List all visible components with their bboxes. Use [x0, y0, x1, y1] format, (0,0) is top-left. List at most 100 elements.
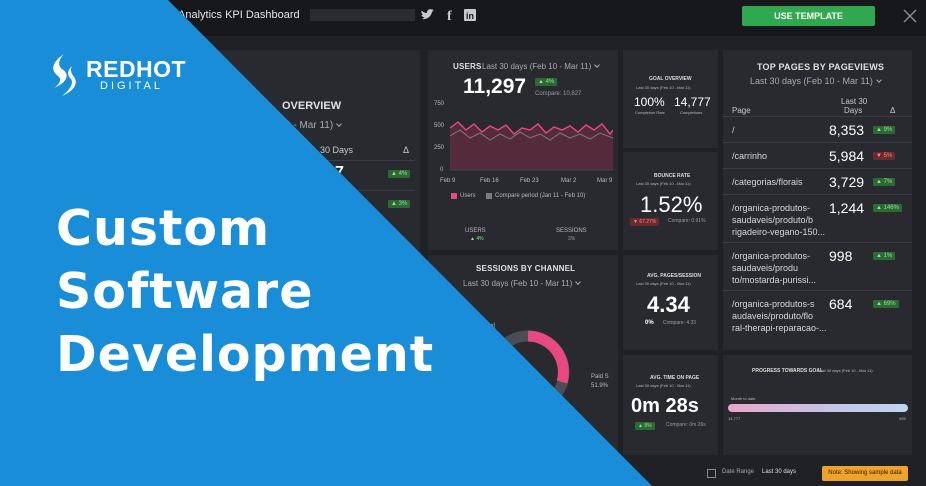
table-row: /organica-produtos-saudaveis/produto/b ri…: [723, 194, 912, 243]
goal-title: GOAL OVERVIEW: [649, 76, 692, 82]
sessions-date: Last 30 days (Feb 10 - Mar 11): [463, 279, 580, 288]
x-tick-label: Mar 9: [597, 178, 613, 184]
svg-text:f: f: [447, 9, 452, 23]
page-value: 998: [829, 248, 853, 264]
top-pages-date: Last 30 days (Feb 10 - Mar 11): [750, 76, 881, 86]
x-tick-label: Feb 23: [520, 178, 539, 184]
users-date: Last 30 days (Feb 10 - Mar 11): [482, 62, 599, 71]
headline-line: Software: [56, 263, 314, 320]
page-value: 3,729: [829, 174, 865, 190]
page-path: /organica-produtos-: [732, 251, 811, 261]
y-tick-label: 750: [434, 101, 445, 107]
page-path: /carrinho: [732, 151, 768, 161]
pages-delta: 0%: [645, 320, 654, 326]
overview-title: OVERVIEW: [282, 100, 342, 112]
bounce-date: Last 30 days (Feb 10 - Mar 11): [636, 181, 691, 186]
calendar-icon: [707, 469, 716, 478]
pages-compare: Compare: 4.33: [663, 320, 697, 326]
overview-delta-header: Δ: [403, 145, 410, 155]
progress-end: 495: [899, 416, 906, 421]
progress-start: 14,777: [728, 416, 741, 421]
sample-note: Note: Showing sample data: [822, 466, 908, 481]
date-range-label: Date Range: [722, 469, 755, 475]
date-range-value: Last 30 days: [762, 469, 797, 475]
headline-line: Custom: [56, 200, 271, 257]
page-delta: ▲ 7%: [873, 178, 896, 186]
top-pages-panel: TOP PAGES BY PAGEVIEWS Last 30 days (Feb…: [723, 50, 912, 350]
page-delta: ▲ 146%: [873, 204, 902, 212]
title-field: [310, 9, 415, 21]
page-path: to/mostarda-purissi...: [732, 275, 817, 285]
bounce-title: BOUNCE RATE: [654, 173, 691, 179]
x-tick-label: Mar 2: [561, 178, 577, 184]
users-delta: ▲ 4%: [535, 78, 558, 86]
page-path: rigadeiro-vegano-150...: [732, 227, 826, 237]
page-value: 1,244: [829, 200, 865, 216]
x-tick-label: Feb 9: [440, 178, 456, 184]
page-value: 5,984: [829, 148, 865, 164]
page-value: 8,353: [829, 122, 865, 138]
page-path: /organica-produtos-s: [732, 299, 815, 309]
users-compare: Compare: 10,827: [535, 91, 582, 97]
overview-date: 0 - Mar 11): [285, 120, 341, 131]
close-button[interactable]: [903, 9, 917, 23]
legend-label: Users: [460, 193, 476, 199]
goal-right-value: 14,777: [674, 95, 711, 109]
goal-left-value: 100%: [634, 95, 665, 109]
page-delta: ▲ 69%: [873, 300, 899, 308]
table-row: /organica-produtos-saudaveis/produ to/mos…: [723, 242, 912, 291]
tab-delta: 3%: [568, 236, 576, 242]
goal-progress-title: PROGRESS TOWARDS GOAL: [752, 368, 824, 374]
users-title: USERS: [453, 62, 482, 71]
table-row: /categorias/florais 3,729 ▲ 7%: [723, 168, 912, 195]
donut-share: 51.9%: [591, 383, 609, 389]
headline-line: Development: [56, 326, 435, 383]
goal-right-label: Completions: [680, 110, 703, 115]
x-tick-label: Feb 16: [480, 178, 499, 184]
legend-label: Compare period (Jan 11 - Feb 10): [495, 193, 586, 199]
pages-panel: [623, 255, 718, 350]
page-path: /organica-produtos-: [732, 203, 811, 213]
time-panel: [623, 355, 718, 455]
page-path: ral-therapi-reparacao-...: [732, 323, 827, 333]
use-template-button[interactable]: USE TEMPLATE: [742, 6, 875, 26]
page-delta: ▲ 1%: [873, 252, 896, 260]
users-chart: [450, 121, 613, 171]
svg-text:in: in: [466, 11, 474, 21]
social-icons[interactable]: f in: [420, 7, 482, 23]
top-pages-title: TOP PAGES BY PAGEVIEWS: [757, 62, 885, 72]
page-delta: ▲ 9%: [873, 126, 896, 134]
page-delta: ▼ 5%: [873, 152, 896, 160]
donut-label: Paid S: [591, 374, 609, 380]
page-value: 684: [829, 296, 853, 312]
page-path: /: [732, 125, 735, 135]
tab-label[interactable]: SESSIONS: [556, 228, 587, 234]
y-tick-label: 0: [440, 167, 444, 173]
bounce-compare: Compare: 0.91%: [668, 218, 706, 224]
page-path: saudaveis/produ: [732, 263, 799, 273]
column-header: Δ: [890, 106, 896, 115]
time-delta: ▲ 8%: [635, 422, 655, 430]
legend-swatch: [451, 193, 457, 199]
column-header: Last 30: [841, 97, 868, 106]
bounce-value: 1.52%: [640, 192, 703, 217]
time-title: AVG. TIME ON PAGE: [650, 375, 700, 381]
bounce-panel: [623, 152, 718, 250]
users-value: 11,297: [463, 75, 527, 98]
goal-date: Last 30 days (Feb 10 - Mar 11): [636, 85, 691, 90]
goal-left-label: Completion Rate: [635, 110, 665, 115]
logo-icon: [53, 54, 76, 96]
tab-delta: ▲ 4%: [470, 236, 484, 242]
goal-progress-date: Last 30 days (Feb 10 - Mar 11): [818, 368, 873, 373]
column-header: Page: [732, 106, 751, 115]
tab-label[interactable]: USERS: [465, 228, 486, 234]
table-row: /carrinho 5,984 ▼ 5%: [723, 142, 912, 169]
dashboard-title: Analytics KPI Dashboard: [178, 9, 300, 21]
y-tick-label: 250: [434, 145, 445, 151]
row-divider: [250, 160, 415, 161]
time-date: Last 30 days (Feb 10 - Mar 11): [636, 383, 691, 388]
overview-delta: ▲ 4%: [388, 170, 411, 178]
overview-column: 30 Days: [320, 145, 354, 155]
sessions-title: SESSIONS BY CHANNEL: [476, 264, 576, 273]
